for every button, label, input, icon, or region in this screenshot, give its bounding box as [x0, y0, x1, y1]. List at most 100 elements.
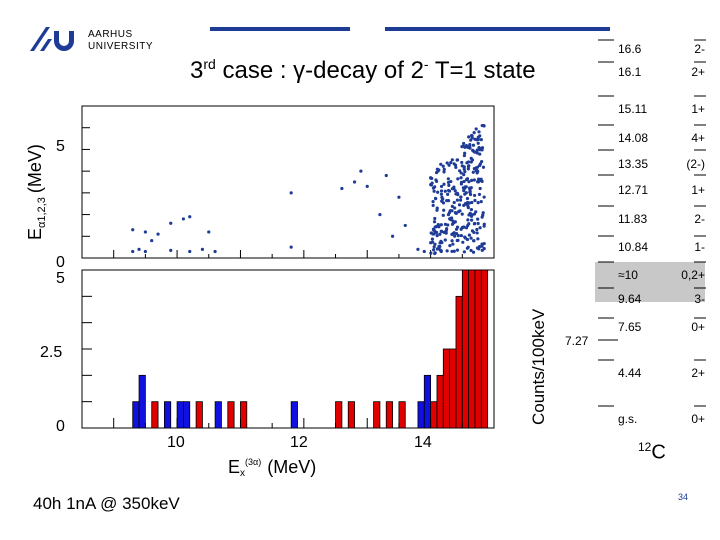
- histogram-bar: [138, 374, 146, 429]
- scatter-point: [469, 160, 473, 164]
- scatter-point: [466, 218, 470, 222]
- level-jpi: 0,2+: [681, 268, 705, 282]
- scatter-point: [452, 249, 456, 253]
- scatter-point: [454, 211, 458, 215]
- histogram-bar: [151, 401, 159, 429]
- scatter-point: [143, 249, 147, 254]
- scatter-point: [433, 216, 437, 221]
- histogram-bar: [132, 401, 140, 429]
- scatter-point: [169, 221, 173, 225]
- scatter-point: [447, 211, 451, 215]
- scatter-point: [477, 177, 481, 181]
- histogram-bar: [417, 401, 425, 429]
- scatter-point: [462, 203, 466, 207]
- scatter-point: [482, 224, 486, 228]
- scatter-point: [466, 167, 470, 171]
- scatter-point: [462, 165, 466, 169]
- nucleus-label: 12C: [638, 440, 666, 465]
- scatter-point: [464, 178, 469, 182]
- scatter-point: [462, 153, 467, 158]
- histogram-bar: [474, 269, 482, 429]
- scatter-point: [455, 198, 459, 202]
- level-jpi: 1-: [694, 240, 705, 254]
- scatter-point: [441, 164, 445, 168]
- level-energy: 16.6: [618, 42, 642, 56]
- scatter-point: [474, 127, 478, 131]
- scatter-point: [472, 193, 477, 198]
- scatter-point: [143, 230, 147, 234]
- scatter-point: [481, 213, 485, 217]
- scatter-point: [131, 249, 135, 254]
- scatter-point: [200, 247, 205, 251]
- scatter-point: [438, 232, 442, 236]
- histogram-bar: [214, 401, 222, 429]
- scatter-point: [450, 158, 454, 162]
- histogram-bar: [398, 401, 406, 429]
- histogram-bar: [436, 374, 444, 429]
- scatter-point: [463, 169, 467, 174]
- scatter-point: [453, 189, 457, 193]
- scatter-point: [480, 242, 484, 246]
- scatter-point: [482, 247, 486, 251]
- scatter-point: [439, 192, 443, 196]
- scatter-point: [464, 191, 468, 195]
- scatter-point: [459, 182, 463, 186]
- histogram-bar: [163, 401, 172, 429]
- level-energy: 10.84: [618, 240, 649, 254]
- scatter-point: [442, 208, 446, 212]
- scatter-point: [469, 236, 473, 240]
- scatter-point: [435, 234, 439, 238]
- scatter-point: [469, 156, 473, 160]
- scatter-point: [476, 201, 480, 205]
- scatter-point: [213, 249, 217, 254]
- level-jpi: 4+: [691, 131, 705, 145]
- scatter-point: [478, 226, 482, 230]
- scatter-point: [447, 183, 451, 187]
- scatter-point: [438, 248, 442, 252]
- scatter-point: [469, 133, 474, 138]
- scatter-point: [446, 177, 450, 181]
- scatter-point: [472, 130, 476, 135]
- nucleus-symbol: C: [651, 441, 666, 464]
- scatter-point: [458, 169, 462, 173]
- scatter-point: [450, 249, 454, 254]
- scatter-ylabel: Eα1,2,3(MeV): [25, 144, 48, 240]
- histogram-bar: [385, 401, 393, 429]
- histogram-bar: [480, 269, 489, 429]
- run-info: 40h 1nA @ 350keV: [33, 494, 180, 513]
- scatter-frame: [81, 105, 495, 259]
- scatter-point: [459, 176, 463, 180]
- scatter-point: [453, 206, 457, 210]
- scatter-point: [462, 179, 466, 184]
- level-jpi: 2+: [691, 65, 705, 79]
- scatter-point: [460, 212, 464, 216]
- scatter-point: [390, 234, 395, 238]
- histogram-bar: [335, 401, 343, 429]
- scatter-point: [450, 209, 454, 213]
- scatter-point: [433, 185, 437, 189]
- scatter-ytick-0: 0: [56, 254, 65, 271]
- histogram-bar: [290, 401, 298, 429]
- scatter-point: [429, 241, 433, 245]
- scatter-point: [431, 227, 436, 231]
- scatter-point: [471, 148, 475, 153]
- scatter-point: [455, 158, 459, 162]
- scatter-point: [475, 148, 479, 152]
- scatter-point: [467, 186, 472, 190]
- scatter-point: [458, 198, 463, 202]
- title-suffix: T=1 state: [428, 57, 536, 84]
- scatter-point: [467, 233, 471, 237]
- level-jpi: 1+: [691, 183, 705, 197]
- level-jpi: 2+: [691, 366, 705, 380]
- title-mid: case : γ-decay of 2: [215, 57, 424, 84]
- histogram-bar: [449, 348, 457, 429]
- scatter-point: [460, 160, 464, 165]
- header-bar-left: [210, 27, 350, 31]
- hist-ytick-25: 2.5: [40, 344, 62, 361]
- scatter-point: [481, 211, 485, 215]
- scatter-point: [471, 250, 476, 254]
- scatter-point: [431, 200, 435, 204]
- scatter-point: [462, 172, 466, 177]
- scatter-point: [430, 237, 435, 241]
- level-energy: 12.71: [618, 183, 649, 197]
